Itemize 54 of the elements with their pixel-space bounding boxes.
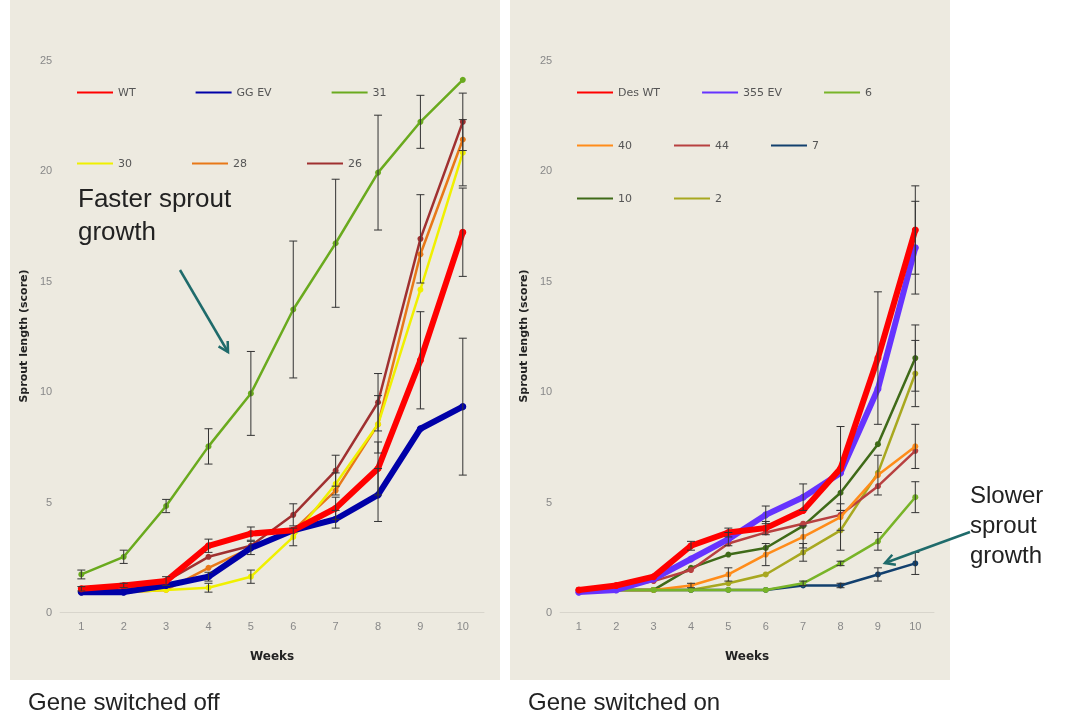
y-tick-label: 20 xyxy=(39,164,53,177)
x-tick-label: 7 xyxy=(800,619,807,632)
legend-label: 40 xyxy=(618,139,632,152)
legend-label: 28 xyxy=(233,157,247,170)
y-axis-title: Sprout length (score) xyxy=(17,269,30,403)
x-tick-label: 9 xyxy=(874,619,881,632)
x-tick-label: 10 xyxy=(909,619,922,632)
x-tick-label: 1 xyxy=(575,619,582,632)
legend-label: WT xyxy=(118,86,136,99)
x-tick-label: 5 xyxy=(247,619,254,632)
y-tick-label: 10 xyxy=(39,385,53,398)
legend-label: 30 xyxy=(118,157,132,170)
legend-label: 355 EV xyxy=(743,86,783,99)
x-tick-label: 8 xyxy=(837,619,844,632)
legend-label: 44 xyxy=(715,139,729,152)
y-tick-label: 10 xyxy=(539,385,553,398)
y-tick-label: 25 xyxy=(539,54,553,66)
text: Gene switched off xyxy=(28,688,220,716)
x-tick-label: 5 xyxy=(725,619,732,632)
legend-label: 7 xyxy=(811,139,819,152)
x-tick-label: 8 xyxy=(374,619,382,632)
x-tick-label: 4 xyxy=(205,619,212,632)
legend-label: 31 xyxy=(372,86,387,99)
x-tick-label: 9 xyxy=(417,619,424,632)
x-tick-label: 2 xyxy=(613,619,620,632)
legend-label: 6 xyxy=(865,86,873,99)
x-tick-label: 4 xyxy=(687,619,695,632)
x-tick-label: 3 xyxy=(163,619,170,632)
x-tick-label: 2 xyxy=(120,619,127,632)
y-tick-label: 25 xyxy=(39,54,53,66)
legend-label: 2 xyxy=(715,192,722,205)
text: Gene switched on xyxy=(528,688,721,716)
legend-label: Des WT xyxy=(618,86,661,99)
text: Slower sprout growth xyxy=(970,480,1045,570)
legend-label: GG EV xyxy=(236,86,273,99)
x-axis-title: Weeks xyxy=(724,649,770,663)
y-axis-title: Sprout length (score) xyxy=(517,269,530,403)
x-tick-label: 1 xyxy=(78,619,85,632)
x-axis-title: Weeks xyxy=(249,649,295,663)
y-tick-label: 5 xyxy=(46,495,53,508)
y-tick-label: 15 xyxy=(39,274,53,287)
annotation: Faster sprout growth xyxy=(78,182,233,247)
y-tick-label: 15 xyxy=(539,274,553,287)
y-tick-label: 20 xyxy=(539,164,553,177)
y-tick-label: 0 xyxy=(46,606,53,618)
legend-label: 26 xyxy=(347,157,362,170)
y-tick-label: 5 xyxy=(546,495,553,508)
x-tick-label: 6 xyxy=(762,619,769,632)
y-tick-label: 0 xyxy=(546,606,553,618)
x-tick-label: 10 xyxy=(456,619,469,632)
x-tick-label: 7 xyxy=(332,619,339,632)
x-tick-label: 6 xyxy=(290,619,297,632)
legend-label: 10 xyxy=(618,192,632,205)
x-tick-label: 3 xyxy=(650,619,657,632)
